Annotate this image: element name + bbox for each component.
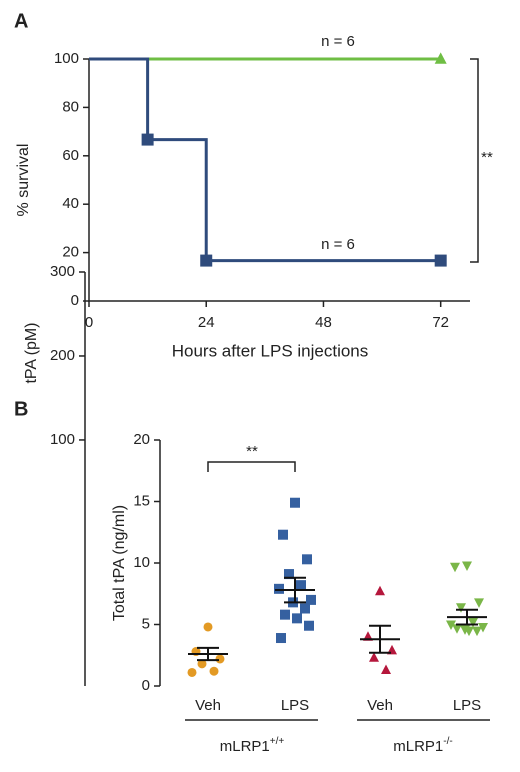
group-name: mLRP1 [393,738,443,755]
marker [276,633,286,644]
y2-axis-label: tPA (pM) [23,322,40,383]
x-tick-label: 72 [432,314,449,331]
marker [369,652,379,662]
marker [209,666,219,676]
marker [296,580,306,591]
marker [456,603,466,613]
marker [278,529,288,540]
error-bar [197,646,219,662]
marker [290,497,300,508]
y-tick-label: 80 [62,98,79,115]
marker [464,626,474,637]
marker [478,622,488,633]
y-tick-label: 40 [62,195,79,212]
marker [141,133,154,146]
line [89,57,441,263]
marker [472,626,482,637]
marker [215,654,225,664]
x-tick-label: Veh [367,697,393,714]
y-tick-label: 20 [133,431,150,448]
x-tick-label: Veh [195,697,221,714]
panel-label: A [14,10,28,32]
marker [446,620,456,630]
y-tick-label: 15 [133,492,150,509]
group-superscript: +/+ [270,736,285,747]
x-axis-label: Hours after LPS injections [172,341,369,360]
y2-tick-label: 200 [50,347,75,364]
marker [292,613,302,624]
marker [187,667,197,677]
marker [462,561,472,571]
x-tick-label: 48 [315,314,332,331]
marker [197,659,207,669]
marker [203,622,213,632]
panel-label: B [14,398,28,420]
x-tick-label: LPS [453,697,481,714]
significance-bracket [470,58,479,263]
marker [300,603,310,614]
marker [450,562,460,573]
marker [434,254,447,267]
marker [280,609,290,620]
marker [306,594,316,605]
marker [468,618,478,628]
x-tick-label: 24 [198,314,215,331]
error-bar [369,624,391,654]
significance-bracket [207,461,296,472]
group-superscript: -/- [443,736,452,747]
annotation: n = 6 [321,33,355,50]
y-tick-label: 20 [62,244,79,261]
annotation: n = 6 [321,236,355,253]
marker [302,554,312,565]
y-tick-label: 100 [54,50,79,67]
y-tick-label: 0 [71,292,79,309]
marker [375,585,385,596]
marker [434,52,447,64]
y-tick-label: 5 [142,615,150,632]
group-label: mLRP1-/- [393,736,452,755]
y-axis-label: Total tPA (ng/ml) [111,505,128,621]
y2-tick-label: 100 [50,431,75,448]
marker [474,598,484,608]
x-tick-label: 0 [85,314,93,331]
error-bar [456,608,478,626]
y2-tick-label: 300 [50,263,75,280]
y-tick-label: 10 [133,554,150,571]
x-tick-label: LPS [281,697,309,714]
marker [274,583,284,594]
marker [381,664,391,675]
group-label: mLRP1+/+ [220,736,285,755]
y-axis-label: % survival [15,144,32,217]
marker [200,254,213,267]
group-name: mLRP1 [220,738,270,755]
marker [304,620,314,631]
error-bar [284,576,306,604]
y-tick-label: 60 [62,147,79,164]
y-tick-label: 0 [142,677,150,694]
annotation: ** [246,443,258,460]
annotation: ** [481,149,493,166]
marker [452,624,462,634]
marker [284,569,294,580]
